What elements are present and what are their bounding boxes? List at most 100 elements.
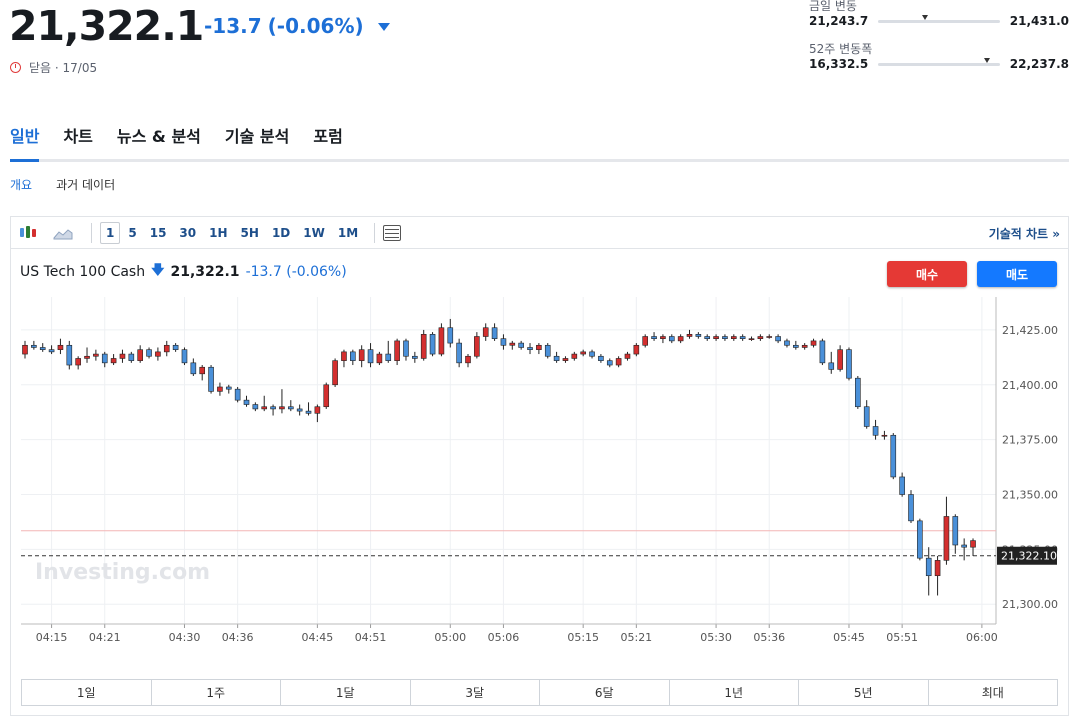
- tab-chart[interactable]: 차트: [63, 127, 93, 146]
- interval-1m[interactable]: 1M: [337, 225, 359, 240]
- period-1w[interactable]: 1주: [152, 680, 281, 705]
- candle-body: [225, 386, 232, 390]
- interval-15min[interactable]: 15: [149, 225, 167, 240]
- candle-body: [491, 327, 498, 339]
- subtab-history[interactable]: 과거 데이터: [56, 178, 116, 192]
- period-selector: 1일 1주 1달 3달 6달 1년 5년 최대: [21, 679, 1058, 706]
- candle-body: [305, 410, 312, 414]
- candle-body: [332, 360, 338, 386]
- technical-chart-link[interactable]: 기술적 차트 »: [988, 227, 1060, 241]
- candle-body: [217, 386, 223, 392]
- x-tick-label: 04:15: [36, 631, 68, 644]
- interval-5h[interactable]: 5H: [240, 225, 259, 240]
- candle-body: [474, 336, 480, 357]
- period-1mo[interactable]: 1달: [281, 680, 411, 705]
- change-value: -13.7: [204, 14, 262, 38]
- candle-body: [93, 353, 99, 357]
- candle-body: [651, 336, 657, 339]
- candle-body: [84, 355, 90, 359]
- candle-body: [677, 336, 684, 342]
- candle-body: [367, 349, 374, 364]
- candle-body: [739, 336, 746, 339]
- down-triangle-icon: [377, 23, 390, 31]
- candlestick-icon[interactable]: [19, 225, 39, 241]
- candle-body: [952, 516, 959, 546]
- candle-body: [598, 355, 604, 361]
- candle-body: [438, 327, 445, 355]
- interval-30min[interactable]: 30: [179, 225, 197, 240]
- subtab-overview[interactable]: 개요: [10, 178, 33, 192]
- x-tick-label: 05:45: [833, 631, 865, 644]
- candle-body: [75, 358, 81, 366]
- period-6mo[interactable]: 6달: [540, 680, 670, 705]
- candle-body: [155, 351, 161, 357]
- candle-body: [57, 344, 64, 350]
- table-view-icon[interactable]: [383, 224, 402, 241]
- candle-body: [872, 426, 879, 436]
- x-tick-label: 05:06: [488, 631, 520, 644]
- candle-body: [199, 366, 205, 375]
- y-tick-label: 21,375.00: [1002, 434, 1058, 447]
- tab-general[interactable]: 일반: [10, 123, 40, 162]
- week52-low: 16,332.5: [809, 57, 869, 71]
- x-tick-label: 04:51: [355, 631, 387, 644]
- candle-body: [261, 406, 268, 410]
- down-arrow-icon: 🡇: [151, 263, 165, 278]
- day-range: 금일 변동 21,243.7 21,431.0: [809, 0, 1069, 28]
- candle-body: [580, 351, 586, 355]
- candle-body: [420, 334, 427, 359]
- area-chart-icon[interactable]: [53, 226, 73, 240]
- interval-1d[interactable]: 1D: [271, 225, 291, 240]
- candle-body: [527, 347, 533, 350]
- y-tick-label: 21,400.00: [1002, 379, 1058, 392]
- period-3mo[interactable]: 3달: [411, 680, 540, 705]
- week52-range-marker: [983, 57, 990, 63]
- tab-technical[interactable]: 기술 분석: [224, 127, 290, 146]
- candle-body: [323, 384, 330, 408]
- watermark: Investing.com: [35, 560, 210, 585]
- period-max[interactable]: 최대: [981, 686, 1004, 700]
- price-change: -13.7 (-0.06%): [204, 14, 390, 38]
- candle-body: [536, 344, 542, 350]
- candle-body: [509, 342, 516, 346]
- candle-body: [110, 358, 117, 364]
- candle-body: [810, 340, 817, 346]
- interval-1min[interactable]: 1: [100, 221, 121, 244]
- candlestick-chart[interactable]: 21,425.00 21,400.00 21,375.00 21,350.00 21,3…: [11, 297, 1068, 672]
- candle-body: [660, 336, 666, 339]
- candle-body: [403, 340, 409, 357]
- x-tick-label: 05:51: [886, 631, 918, 644]
- interval-1w[interactable]: 1W: [303, 225, 325, 240]
- period-1y[interactable]: 1년: [670, 680, 799, 705]
- interval-5min[interactable]: 5: [128, 225, 137, 240]
- candle-body: [961, 544, 967, 548]
- candle-body: [287, 406, 294, 410]
- chart-toolbar: 1 5 15 30 1H 5H 1D 1W 1M 기술적 차트 »: [11, 217, 1068, 249]
- current-price: 21,322.1: [9, 2, 204, 50]
- candle-body: [22, 344, 28, 355]
- candle-body: [589, 351, 595, 357]
- x-tick-label: 06:00: [966, 631, 998, 644]
- candle-body: [163, 344, 170, 353]
- period-5y[interactable]: 5년: [799, 680, 929, 705]
- candle-body: [465, 355, 471, 364]
- candle-body: [730, 336, 737, 339]
- candle-body: [172, 344, 179, 350]
- day-range-label: 금일 변동: [809, 0, 857, 13]
- week52-high: 22,237.8: [1009, 57, 1069, 71]
- candle-body: [447, 327, 454, 344]
- tab-forum[interactable]: 포럼: [313, 127, 343, 146]
- day-range-bar: [878, 14, 1000, 23]
- week52-range-bar: [878, 57, 1000, 66]
- tab-news[interactable]: 뉴스 & 분석: [116, 127, 201, 146]
- candle-body: [48, 349, 55, 353]
- candle-body: [642, 336, 649, 346]
- candle-body: [137, 349, 143, 361]
- candle-body: [252, 404, 259, 410]
- x-tick-label: 05:30: [700, 631, 732, 644]
- interval-1h[interactable]: 1H: [209, 225, 228, 240]
- period-1d[interactable]: 1일: [22, 680, 152, 705]
- day-range-marker: [921, 14, 928, 20]
- buy-button[interactable]: 매수: [887, 261, 967, 287]
- sell-button[interactable]: 매도: [977, 261, 1057, 287]
